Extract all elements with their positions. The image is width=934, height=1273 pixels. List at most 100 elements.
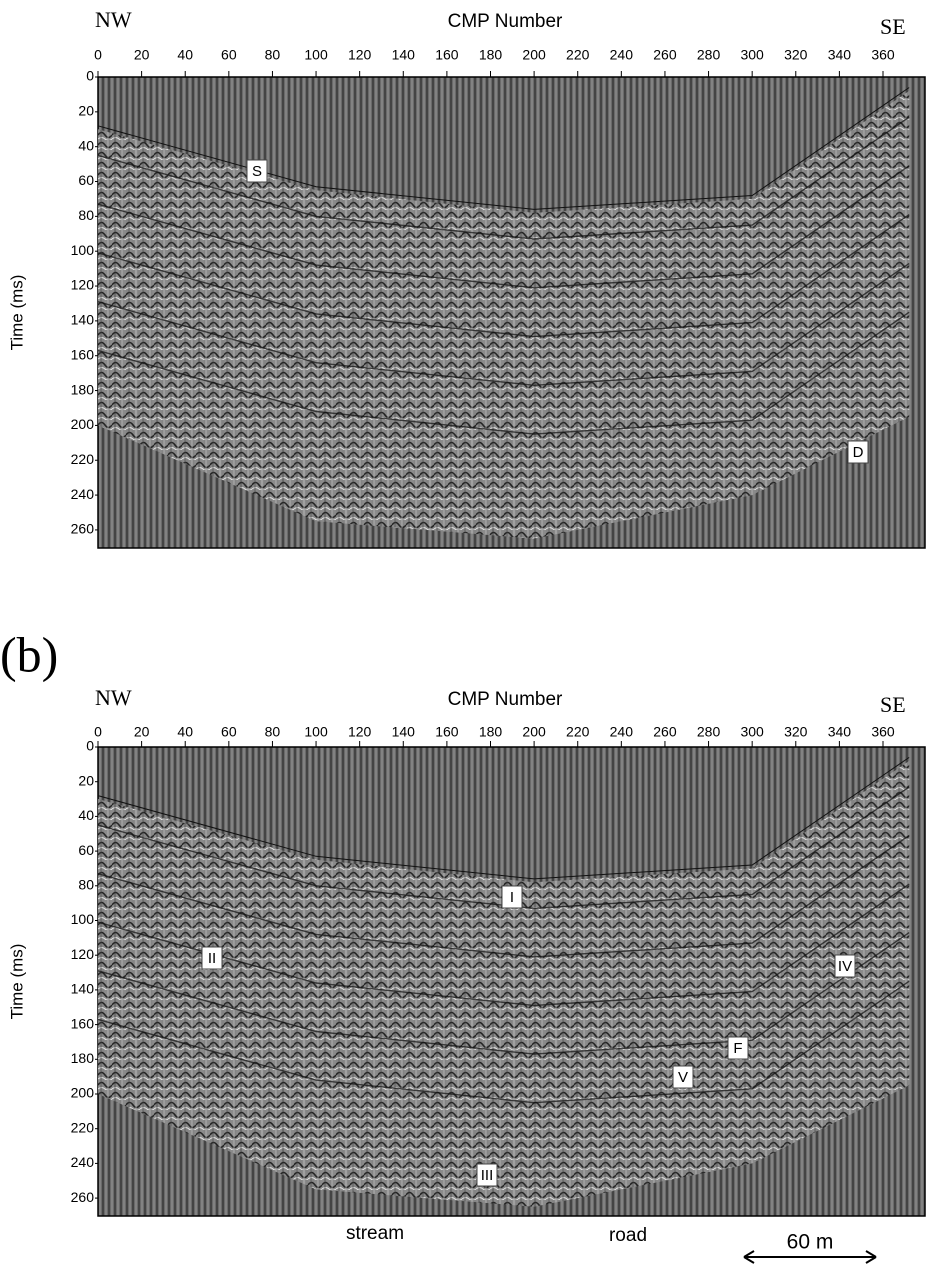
y-tick-label: 0 [86,738,94,754]
y-tick-label: 0 [86,68,94,84]
x-tick-label: 160 [435,47,459,63]
right-title: SE [880,692,906,717]
x-tick-label: 20 [134,724,150,740]
location-label: stream [346,1223,404,1244]
axis-title: CMP Number [448,11,563,32]
y-tick-label: 240 [71,1154,95,1170]
x-tick-label: 140 [392,47,416,63]
x-tick-label: 60 [221,724,237,740]
reflector [97,311,910,435]
annotation-box [501,885,523,909]
x-tick-label: 200 [522,47,546,63]
annotation-box [201,946,223,970]
x-tick-label: 180 [479,47,503,63]
x-tick-label: 220 [566,47,590,63]
reflector [97,786,910,910]
x-tick-label: 0 [94,724,102,740]
x-tick-label: 320 [784,724,808,740]
x-tick-label: 260 [653,724,677,740]
y-tick-label: 120 [71,277,95,293]
y-tick-label: 60 [78,842,94,858]
panel-label: (b) [0,626,58,682]
annotation: III [481,1167,494,1184]
reflector [97,165,910,289]
x-tick-label: 120 [348,47,372,63]
mute-line [97,756,910,880]
y-tick-label: 20 [78,103,94,119]
x-tick-label: 340 [828,47,852,63]
x-tick-label: 80 [265,724,281,740]
reflector [97,883,910,1007]
annotation-box [672,1065,694,1089]
x-tick-label: 60 [221,47,237,63]
reflection-zone [98,90,910,539]
y-tick-label: 160 [71,346,95,362]
y-axis-title: Time (ms) [7,944,26,1020]
reflector [97,262,910,387]
x-tick-label: 0 [94,47,102,63]
x-tick-label: 180 [479,724,503,740]
x-tick-label: 280 [697,724,721,740]
x-tick-label: 280 [697,47,721,63]
y-tick-label: 40 [78,137,94,153]
y-tick-label: 220 [71,1119,95,1135]
y-tick-label: 200 [71,1085,95,1101]
x-tick-label: 300 [740,47,764,63]
x-tick-label: 300 [740,724,764,740]
reflector [97,932,910,1055]
y-tick-label: 240 [71,486,95,502]
reflector [97,214,910,338]
y-tick-label: 20 [78,772,94,788]
annotation: V [678,1069,688,1086]
x-tick-label: 40 [177,724,193,740]
x-tick-label: 260 [653,47,677,63]
y-tick-label: 220 [71,451,95,467]
reflection-zone [98,760,910,1207]
x-tick-label: 320 [784,47,808,63]
mute-line [97,87,910,210]
y-tick-label: 180 [71,1050,95,1066]
y-tick-label: 80 [78,877,94,893]
x-tick-label: 40 [177,47,193,63]
annotation-box [727,1036,749,1060]
right-title: SE [880,14,906,39]
annotation: S [252,163,262,180]
reflector [97,834,910,958]
axis-title: CMP Number [448,689,563,710]
reflector [97,980,910,1104]
x-tick-label: 160 [435,724,459,740]
scale-bar-label: 60 m [787,1231,834,1254]
x-tick-label: 200 [522,724,546,740]
annotation-box [847,440,869,464]
left-title: NW [95,7,132,32]
y-tick-label: 160 [71,1015,95,1031]
y-tick-label: 100 [71,242,95,258]
y-tick-label: 100 [71,911,95,927]
y-tick-label: 60 [78,172,94,188]
x-tick-label: 220 [566,724,590,740]
x-tick-label: 120 [348,724,372,740]
y-tick-label: 260 [71,521,95,537]
x-tick-label: 80 [265,47,281,63]
x-tick-label: 100 [304,47,328,63]
location-label: road [609,1225,647,1246]
y-tick-label: 260 [71,1189,95,1205]
reflector [97,116,910,240]
annotation: F [733,1040,742,1057]
x-tick-label: 240 [610,47,634,63]
scale-bar [743,1250,877,1264]
annotation-box [476,1163,498,1187]
left-title: NW [95,685,132,710]
y-tick-label: 120 [71,946,95,962]
x-tick-label: 100 [304,724,328,740]
x-tick-label: 140 [392,724,416,740]
annotation: II [208,950,216,967]
y-tick-label: 180 [71,381,95,397]
x-tick-label: 360 [871,724,895,740]
annotation: D [853,444,864,461]
annotation: IV [838,958,852,975]
y-tick-label: 40 [78,807,94,823]
x-tick-label: 360 [871,47,895,63]
x-tick-label: 340 [828,724,852,740]
